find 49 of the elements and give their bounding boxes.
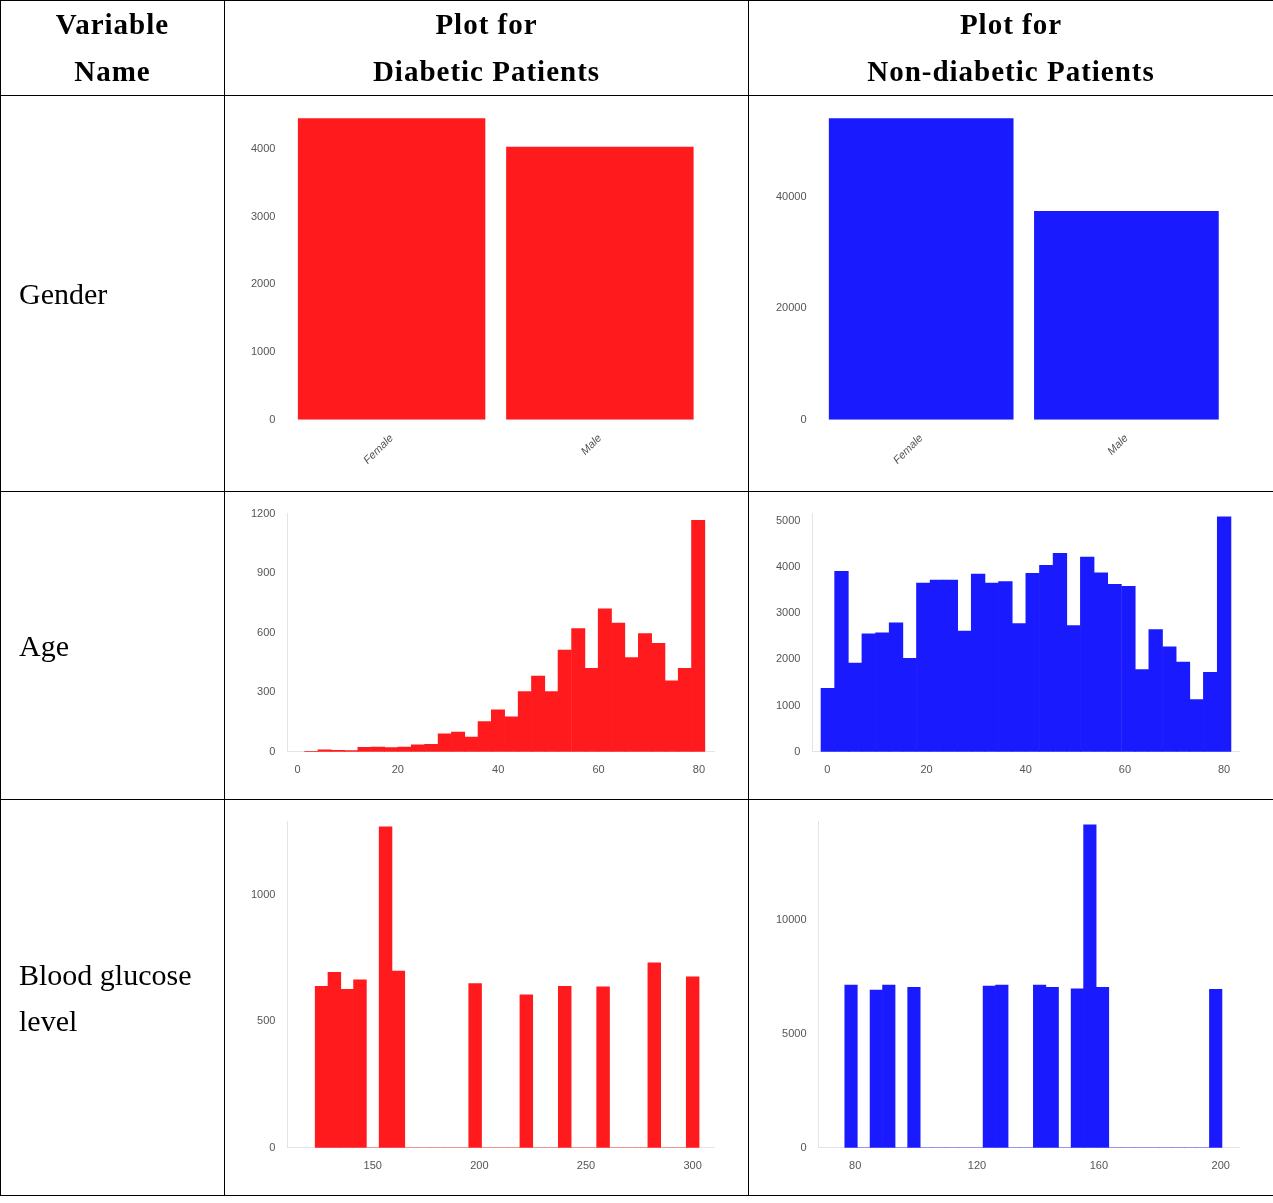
text: Blood glucose level [0, 799, 225, 1196]
y-tick-label: 40000 [775, 189, 807, 202]
y-tick-label: 2000 [250, 276, 276, 289]
y-tick-label: 4000 [775, 559, 800, 572]
text: Plot for Diabetic Patients [224, 0, 749, 96]
y-tick-label: 0 [799, 1140, 807, 1153]
x-tick-label: 200 [470, 1158, 489, 1171]
x-tick-label: 0 [823, 762, 830, 775]
x-tick-label: 40 [492, 762, 505, 775]
y-tick-label: 0 [269, 412, 276, 425]
x-tick-label: 60 [1118, 762, 1131, 775]
y-tick-label: 4000 [250, 141, 276, 154]
y-tick-label: 5000 [781, 1026, 807, 1039]
y-tick-label: 900 [257, 565, 276, 578]
y-tick-label: 1000 [775, 698, 800, 711]
text: Plot for Non-diabetic Patients [748, 0, 1273, 96]
x-tick-label: 60 [592, 762, 605, 775]
x-tick-label: 120 [967, 1158, 986, 1171]
text: Gender [0, 95, 225, 492]
x-tick-label: 80 [848, 1158, 861, 1171]
y-tick-label: 0 [799, 412, 807, 425]
x-tick-label: 40 [1019, 762, 1032, 775]
x-tick-label: 250 [576, 1158, 596, 1171]
y-tick-label: 2000 [775, 651, 800, 664]
y-tick-label: 5000 [775, 513, 800, 526]
x-tick-label: 200 [1211, 1158, 1230, 1171]
x-tick-label: 160 [1089, 1158, 1108, 1171]
y-tick-label: 0 [269, 1140, 276, 1153]
text: Variable Name [0, 0, 225, 96]
y-tick-label: 1000 [250, 344, 276, 357]
y-tick-label: 0 [269, 744, 276, 757]
y-tick-label: 3000 [775, 605, 800, 618]
text: Age [0, 491, 225, 800]
y-tick-label: 300 [257, 684, 276, 697]
x-tick-label: 20 [919, 762, 933, 775]
y-tick-label: 600 [257, 625, 276, 638]
x-tick-label: 20 [391, 762, 404, 775]
y-tick-label: 0 [793, 744, 800, 757]
x-tick-label: 0 [294, 762, 301, 775]
y-tick-label: 500 [257, 1013, 276, 1026]
x-tick-label: 300 [683, 1158, 702, 1171]
x-tick-label: 150 [363, 1158, 382, 1171]
x-tick-label: 80 [1217, 762, 1230, 775]
y-tick-label: 3000 [250, 209, 276, 222]
y-tick-label: 20000 [775, 300, 807, 313]
y-tick-label: 1200 [250, 506, 276, 519]
y-tick-label: 1000 [250, 887, 276, 900]
x-tick-label: 80 [692, 762, 706, 775]
y-tick-label: 10000 [775, 912, 807, 925]
